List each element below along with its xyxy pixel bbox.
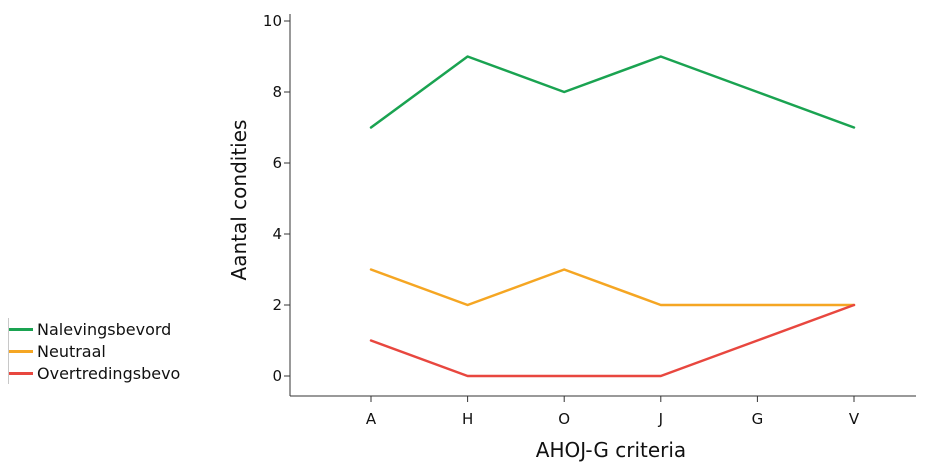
x-tick-label: V (849, 410, 860, 428)
y-tick-label: 8 (272, 83, 282, 101)
legend-label-series-2: Neutraal (37, 341, 106, 361)
x-tick-label: O (558, 410, 570, 428)
series-line-1 (369, 55, 856, 129)
legend: Nalevingsbevord Neutraal Overtredingsbev… (8, 318, 199, 384)
legend-swatch-series-2 (9, 349, 33, 353)
legend-item-series-3: Overtredingsbevo (9, 362, 199, 384)
legend-item-series-1: Nalevingsbevord (9, 318, 199, 340)
x-tick-label: G (752, 410, 764, 428)
ticks: 0 2 4 6 8 10 A H O J G V (263, 12, 860, 428)
x-tick-label: H (462, 410, 473, 428)
x-axis-title: AHOJ-G criteria (536, 438, 686, 462)
series-lines (369, 55, 856, 378)
y-axis-title: Aantal condities (227, 120, 251, 281)
legend-label-series-3: Overtredingsbevo (37, 363, 181, 383)
series-line-3 (369, 303, 856, 378)
x-tick-label: A (366, 410, 377, 428)
y-tick-label: 6 (272, 154, 282, 172)
legend-swatch-series-1 (9, 327, 33, 331)
legend-swatch-series-3 (9, 371, 33, 375)
y-tick-label: 4 (272, 225, 282, 243)
x-tick-label: J (658, 410, 663, 428)
series-line-2 (369, 268, 856, 307)
y-tick-label: 10 (263, 12, 282, 30)
y-tick-label: 2 (272, 296, 282, 314)
legend-item-series-2: Neutraal (9, 340, 199, 362)
y-tick-label: 0 (272, 367, 282, 385)
axes (289, 14, 916, 397)
legend-label-series-1: Nalevingsbevord (37, 319, 172, 339)
